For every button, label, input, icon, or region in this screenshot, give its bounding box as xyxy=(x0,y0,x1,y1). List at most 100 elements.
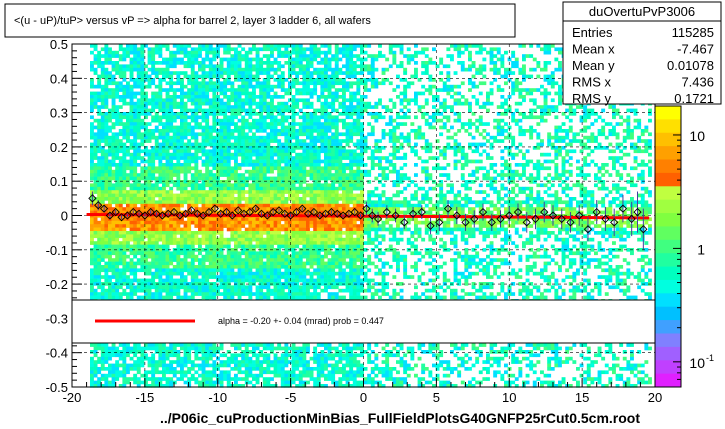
heatmap-cell xyxy=(248,360,253,364)
heatmap-cell xyxy=(176,370,181,375)
heatmap-cell xyxy=(288,231,292,235)
heatmap-cell xyxy=(144,231,148,235)
heatmap-cell xyxy=(126,115,130,120)
heatmap-cell xyxy=(270,200,274,205)
heatmap-cell xyxy=(176,74,181,79)
heatmap-cell xyxy=(151,265,156,269)
heatmap-cell xyxy=(93,173,98,177)
heatmap-cell xyxy=(162,193,166,198)
heatmap-cell xyxy=(183,132,188,137)
heatmap-cell xyxy=(212,227,217,232)
heatmap-cell xyxy=(262,237,267,242)
heatmap-cell xyxy=(111,91,116,96)
heatmap-cell xyxy=(169,135,174,140)
heatmap-cell xyxy=(295,132,300,137)
heatmap-cell xyxy=(219,241,224,245)
heatmap-cell xyxy=(169,112,174,116)
heatmap-cell xyxy=(90,91,94,96)
heatmap-cell xyxy=(172,81,177,86)
heatmap-cell xyxy=(237,71,242,75)
heatmap-cell xyxy=(122,47,127,52)
heatmap-cell xyxy=(241,176,246,181)
heatmap-cell xyxy=(133,44,138,48)
heatmap-cell xyxy=(172,101,177,106)
heatmap-cell xyxy=(284,217,289,222)
heatmap-cell xyxy=(248,295,253,300)
heatmap-cell xyxy=(298,292,303,296)
heatmap-cell xyxy=(176,244,181,249)
heatmap-cell xyxy=(97,234,102,239)
heatmap-cell xyxy=(183,360,188,364)
heatmap-cell xyxy=(108,234,112,239)
heatmap-cell xyxy=(295,169,300,174)
heatmap-cell xyxy=(190,112,195,116)
heatmap-cell xyxy=(180,163,184,167)
heatmap-cell xyxy=(252,64,256,69)
heatmap-cell xyxy=(190,78,195,82)
heatmap-cell xyxy=(158,88,163,92)
heatmap-cell xyxy=(111,210,116,215)
heatmap-cell xyxy=(111,241,116,245)
heatmap-cell xyxy=(226,146,231,150)
heatmap-cell xyxy=(234,88,238,92)
heatmap-cell xyxy=(208,176,213,181)
heatmap-cell xyxy=(295,200,300,205)
heatmap-cell xyxy=(154,261,159,266)
heatmap-cell xyxy=(129,118,134,123)
heatmap-cell xyxy=(295,224,300,228)
heatmap-cell xyxy=(298,295,303,300)
heatmap-cell xyxy=(133,156,138,160)
heatmap-cell xyxy=(295,74,300,79)
heatmap-cell xyxy=(237,244,242,249)
heatmap-cell xyxy=(280,292,285,296)
heatmap-cell xyxy=(252,118,256,123)
heatmap-cell xyxy=(288,384,292,388)
heatmap-cell xyxy=(259,350,264,354)
heatmap-cell xyxy=(201,142,206,147)
heatmap-cell xyxy=(97,105,102,109)
heatmap-cell xyxy=(277,234,282,239)
heatmap-cell xyxy=(165,176,170,181)
heatmap-cell xyxy=(147,265,152,269)
heatmap-cell xyxy=(187,190,192,194)
heatmap-cell xyxy=(280,377,285,381)
heatmap-cell xyxy=(223,271,228,276)
heatmap-cell xyxy=(291,360,296,364)
heatmap-cell xyxy=(133,220,138,225)
heatmap-cell xyxy=(187,241,192,245)
heatmap-cell xyxy=(194,224,199,228)
heatmap-cell xyxy=(205,197,210,201)
heatmap-cell xyxy=(183,115,188,120)
heatmap-cell xyxy=(162,101,166,106)
heatmap-cell xyxy=(266,146,271,150)
heatmap-cell xyxy=(266,67,271,72)
heatmap-cell xyxy=(223,377,228,381)
heatmap-cell xyxy=(90,61,94,65)
heatmap-cell xyxy=(129,173,134,177)
heatmap-cell xyxy=(93,367,98,371)
heatmap-cell xyxy=(270,122,274,126)
heatmap-cell xyxy=(180,237,184,242)
heatmap-cell xyxy=(244,163,249,167)
heatmap-cell xyxy=(266,54,271,58)
heatmap-cell xyxy=(244,363,249,368)
heatmap-cell xyxy=(180,271,184,276)
heatmap-cell xyxy=(97,203,102,208)
heatmap-cell xyxy=(295,142,300,147)
heatmap-cell xyxy=(198,271,202,276)
heatmap-cell xyxy=(122,265,127,269)
heatmap-cell xyxy=(162,258,166,262)
heatmap-cell xyxy=(104,139,109,143)
heatmap-cell xyxy=(223,200,228,205)
heatmap-cell xyxy=(291,50,296,55)
heatmap-cell xyxy=(270,98,274,103)
heatmap-cell xyxy=(154,186,159,191)
heatmap-cell xyxy=(244,98,249,103)
heatmap-cell xyxy=(219,88,224,92)
heatmap-cell xyxy=(255,254,260,259)
heatmap-cell xyxy=(190,200,195,205)
heatmap-cell xyxy=(280,258,285,262)
heatmap-cell xyxy=(126,44,130,48)
heatmap-cell xyxy=(237,44,242,48)
heatmap-cell xyxy=(129,210,134,215)
